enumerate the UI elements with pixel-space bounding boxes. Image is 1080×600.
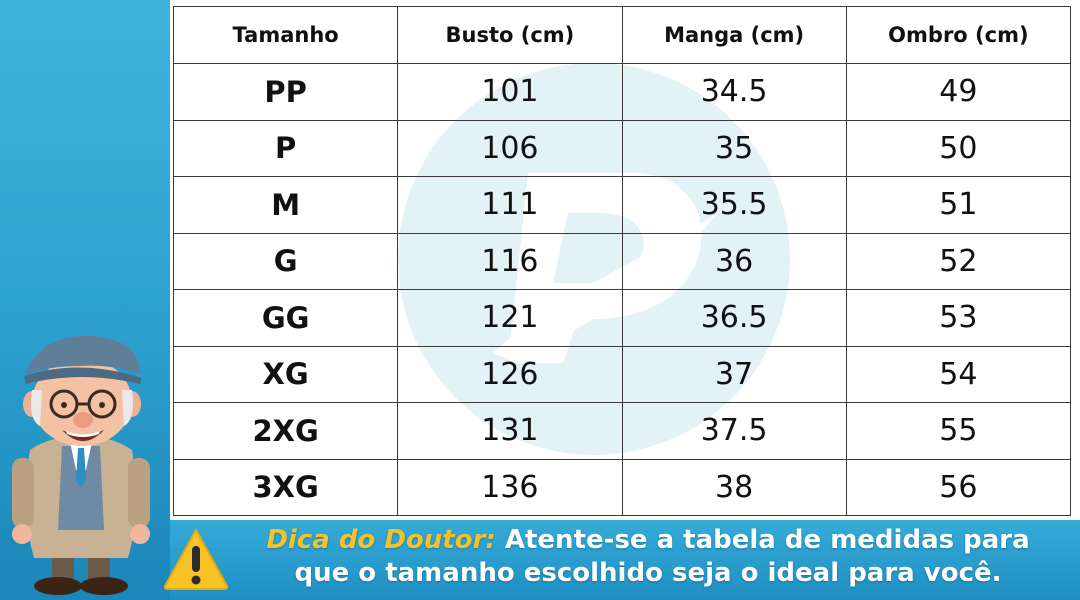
table-row: 3XG 136 38 56 [172, 458, 1072, 516]
manga-cell: 35.5 [621, 176, 847, 234]
doctor-mascot [12, 335, 150, 595]
ombro-cell: 53 [845, 289, 1072, 347]
size-cell: P [172, 119, 399, 177]
ombro-cell: 49 [845, 63, 1072, 121]
size-cell: PP [172, 63, 399, 121]
tip-line-1: Dica do Doutor: Atente-se a tabela de me… [228, 524, 1068, 557]
tip-line-2: que o tamanho escolhido seja o ideal par… [294, 558, 1002, 588]
busto-cell: 106 [397, 119, 623, 177]
busto-cell: 131 [397, 402, 623, 460]
busto-cell: 101 [397, 63, 623, 121]
size-cell: XG [172, 345, 399, 403]
tip-line-1-text: Atente-se a tabela de medidas para [504, 525, 1030, 555]
size-cell: 3XG [172, 458, 399, 516]
table-row: XG 126 37 54 [172, 345, 1072, 403]
header-ombro: Ombro (cm) [845, 6, 1072, 64]
size-cell: M [172, 176, 399, 234]
table-row: M 111 35.5 51 [172, 176, 1072, 234]
table-row: GG 121 36.5 53 [172, 289, 1072, 347]
tip-footer [170, 520, 1080, 600]
manga-cell: 36 [621, 232, 847, 290]
manga-cell: 34.5 [621, 63, 847, 121]
ombro-cell: 51 [845, 176, 1072, 234]
busto-cell: 116 [397, 232, 623, 290]
ombro-cell: 50 [845, 119, 1072, 177]
header-manga: Manga (cm) [621, 6, 847, 64]
busto-cell: 111 [397, 176, 623, 234]
table-row: 2XG 131 37.5 55 [172, 402, 1072, 460]
manga-cell: 36.5 [621, 289, 847, 347]
size-cell: 2XG [172, 402, 399, 460]
table-header-row: Tamanho Busto (cm) Manga (cm) Ombro (cm) [172, 6, 1072, 64]
size-table: Tamanho Busto (cm) Manga (cm) Ombro (cm)… [172, 6, 1072, 516]
ombro-cell: 54 [845, 345, 1072, 403]
manga-cell: 35 [621, 119, 847, 177]
header-tamanho: Tamanho [172, 6, 399, 64]
table-row: PP 101 34.5 49 [172, 63, 1072, 121]
manga-cell: 38 [621, 458, 847, 516]
ombro-cell: 55 [845, 402, 1072, 460]
size-cell: GG [172, 289, 399, 347]
ombro-cell: 56 [845, 458, 1072, 516]
manga-cell: 37 [621, 345, 847, 403]
tip-text: Dica do Doutor: Atente-se a tabela de me… [228, 524, 1068, 590]
tip-label: Dica do Doutor: [266, 525, 496, 555]
manga-cell: 37.5 [621, 402, 847, 460]
table-row: P 106 35 50 [172, 119, 1072, 177]
busto-cell: 136 [397, 458, 623, 516]
warning-triangle-icon [163, 529, 229, 590]
size-cell: G [172, 232, 399, 290]
busto-cell: 126 [397, 345, 623, 403]
table-row: G 116 36 52 [172, 232, 1072, 290]
ombro-cell: 52 [845, 232, 1072, 290]
header-busto: Busto (cm) [397, 6, 623, 64]
busto-cell: 121 [397, 289, 623, 347]
